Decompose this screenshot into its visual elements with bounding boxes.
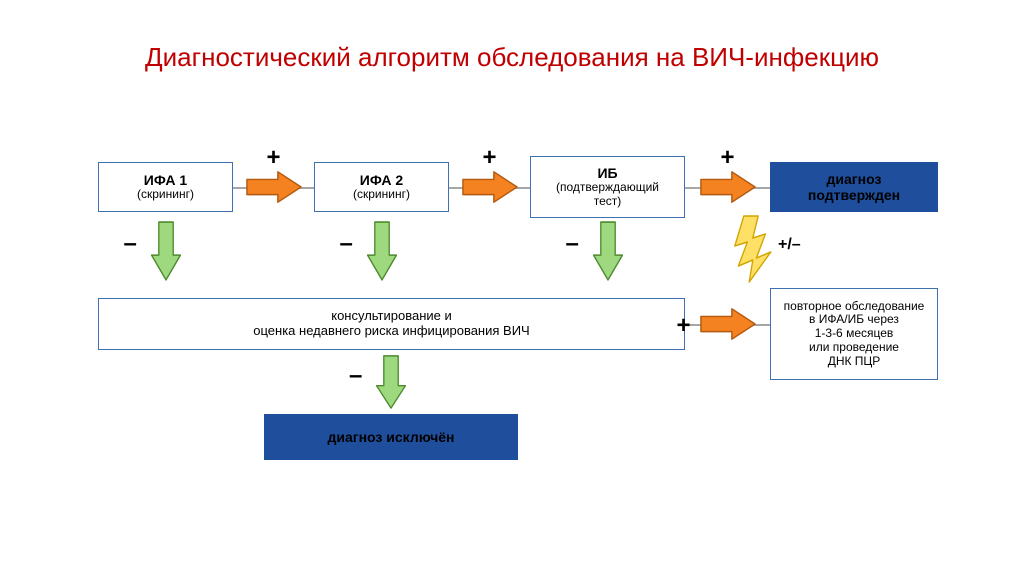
- arrow-right-4: [699, 305, 757, 343]
- node-repeat-testing: повторное обследование в ИФА/ИБ через 1-…: [770, 288, 938, 380]
- label-minus-2: –: [340, 230, 353, 258]
- node-ifa2-subtitle: (скрининг): [353, 188, 410, 202]
- node-dxc-title: диагноз подтвержден: [808, 171, 900, 203]
- label-minus-4: –: [349, 362, 362, 390]
- node-consult-title: консультирование и оценка недавнего риск…: [253, 309, 529, 339]
- arrow-right-3: [699, 168, 757, 206]
- arrow-down-1: [148, 220, 184, 282]
- node-consulting: консультирование и оценка недавнего риск…: [98, 298, 685, 350]
- label-plusminus: +/–: [778, 236, 801, 254]
- node-repeat-title: повторное обследование в ИФА/ИБ через 1-…: [784, 300, 925, 369]
- page-title: Диагностический алгоритм обследования на…: [0, 42, 1024, 73]
- label-minus-3: –: [566, 230, 579, 258]
- arrow-down-4: [373, 354, 409, 410]
- arrow-right-1: [245, 168, 303, 206]
- node-ib: ИБ (подтверждающий тест): [530, 156, 685, 218]
- node-diagnosis-confirmed: диагноз подтвержден: [770, 162, 938, 212]
- label-minus-1: –: [124, 230, 137, 258]
- diagram-stage: Диагностический алгоритм обследования на…: [0, 0, 1024, 574]
- node-ifa1-title: ИФА 1: [144, 172, 187, 188]
- label-plus-4: +: [677, 312, 691, 340]
- arrow-down-3: [590, 220, 626, 282]
- node-ib-title: ИБ: [597, 165, 617, 181]
- node-ifa1-subtitle: (скрининг): [137, 188, 194, 202]
- arrow-lightning: [724, 214, 778, 284]
- arrow-down-2: [364, 220, 400, 282]
- label-plus-3: +: [721, 144, 735, 172]
- node-ib-subtitle: (подтверждающий тест): [556, 181, 659, 209]
- node-ifa1: ИФА 1 (скрининг): [98, 162, 233, 212]
- node-ifa2: ИФА 2 (скрининг): [314, 162, 449, 212]
- node-ifa2-title: ИФА 2: [360, 172, 403, 188]
- label-plus-1: +: [267, 144, 281, 172]
- node-diagnosis-excluded: диагноз исключён: [264, 414, 518, 460]
- label-plus-2: +: [483, 144, 497, 172]
- arrow-right-2: [461, 168, 519, 206]
- node-dxe-title: диагноз исключён: [327, 429, 454, 445]
